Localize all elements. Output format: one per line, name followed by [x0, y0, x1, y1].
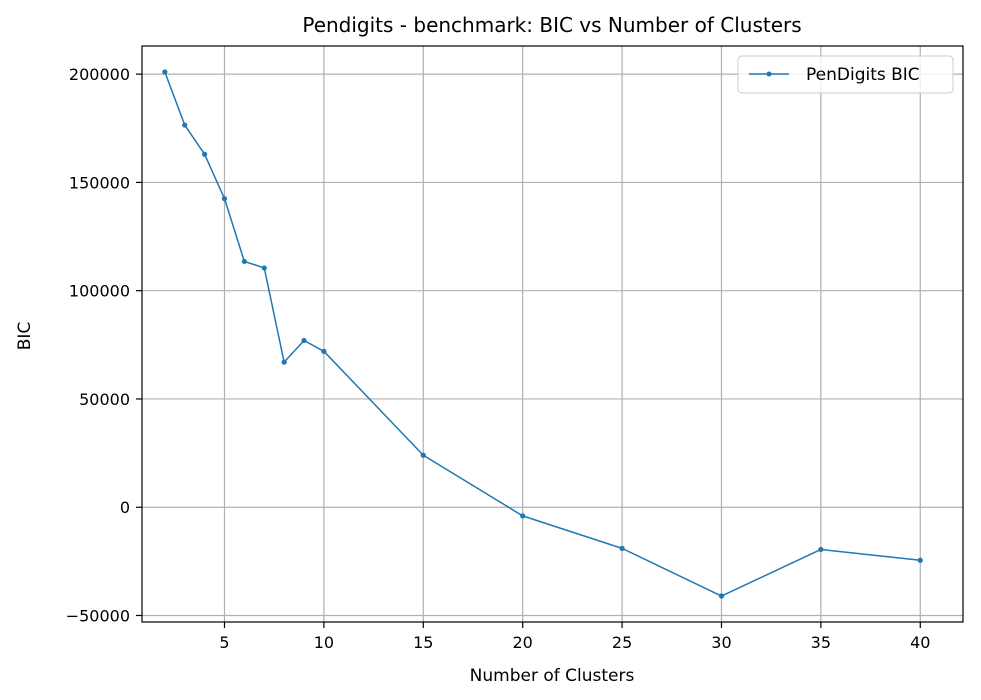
x-tick-label: 20: [513, 633, 533, 652]
data-point: [162, 69, 168, 75]
data-point: [221, 196, 228, 202]
data-point: [202, 151, 208, 157]
x-tick-label: 30: [711, 633, 731, 652]
y-tick-label: 50000: [79, 390, 130, 409]
chart-title: Pendigits - benchmark: BIC vs Number of …: [302, 13, 801, 37]
data-point: [321, 348, 327, 354]
legend-box: [737, 55, 954, 94]
x-tick-label: 40: [910, 633, 930, 652]
data-point: [261, 265, 267, 271]
y-tick-label: 100000: [69, 282, 130, 301]
series-layer: [162, 69, 923, 599]
data-point: [520, 513, 526, 519]
x-axis: 5 10 15 20 25 30 35 40: [219, 622, 930, 652]
y-axis-label: BIC: [15, 322, 35, 351]
data-point: [420, 452, 426, 458]
x-tick-label: 35: [811, 633, 831, 652]
legend-entry-pendigits-bic: PenDigits BIC: [806, 65, 920, 85]
data-point: [818, 546, 824, 553]
x-tick-label: 25: [612, 633, 632, 652]
x-tick-label: 5: [219, 633, 229, 652]
plot-frame: [141, 45, 964, 623]
y-axis: −50000 0 50000 100000 150000 200000: [66, 65, 142, 626]
data-point: [182, 122, 188, 128]
data-point: [917, 557, 923, 563]
data-point: [718, 593, 725, 599]
y-tick-label: 150000: [69, 173, 130, 192]
x-tick-label: 15: [413, 633, 433, 652]
x-axis-label: Number of Clusters: [470, 666, 635, 686]
y-tick-label: −50000: [66, 607, 130, 626]
y-tick-label: 200000: [69, 65, 130, 84]
legend: PenDigits BIC: [737, 55, 954, 94]
data-point: [301, 337, 307, 344]
x-tick-label: 10: [314, 633, 334, 652]
data-point: [619, 545, 625, 551]
data-point: [281, 359, 287, 365]
data-point: [241, 258, 247, 265]
y-tick-label: 0: [120, 498, 130, 517]
legend-marker-swatch: [766, 71, 772, 77]
